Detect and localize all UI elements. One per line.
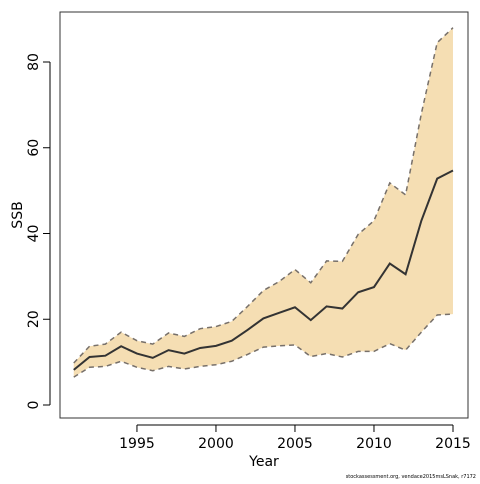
y-tick-label: 0 [26,401,42,410]
lower-bound [73,313,454,378]
footnote: stockassessment.org, vendace2015msLSnak,… [346,474,476,480]
upper-bound [73,27,454,364]
x-tick-label: 2010 [356,436,392,452]
ssb-line [73,169,454,371]
y-tick-label: 60 [26,139,42,157]
x-tick-label: 1995 [119,436,155,452]
plot-frame [59,11,469,419]
x-tick-label: 2015 [435,436,471,452]
y-tick-label: 80 [26,53,42,71]
x-tick-label: 2000 [198,436,234,452]
y-tick-label: 40 [26,225,42,243]
x-tick-label: 2005 [277,436,313,452]
x-axis-label: Year [248,454,279,470]
y-tick-label: 20 [26,310,42,328]
y-axis-label: SSB [10,201,26,228]
confidence-band [73,27,453,378]
